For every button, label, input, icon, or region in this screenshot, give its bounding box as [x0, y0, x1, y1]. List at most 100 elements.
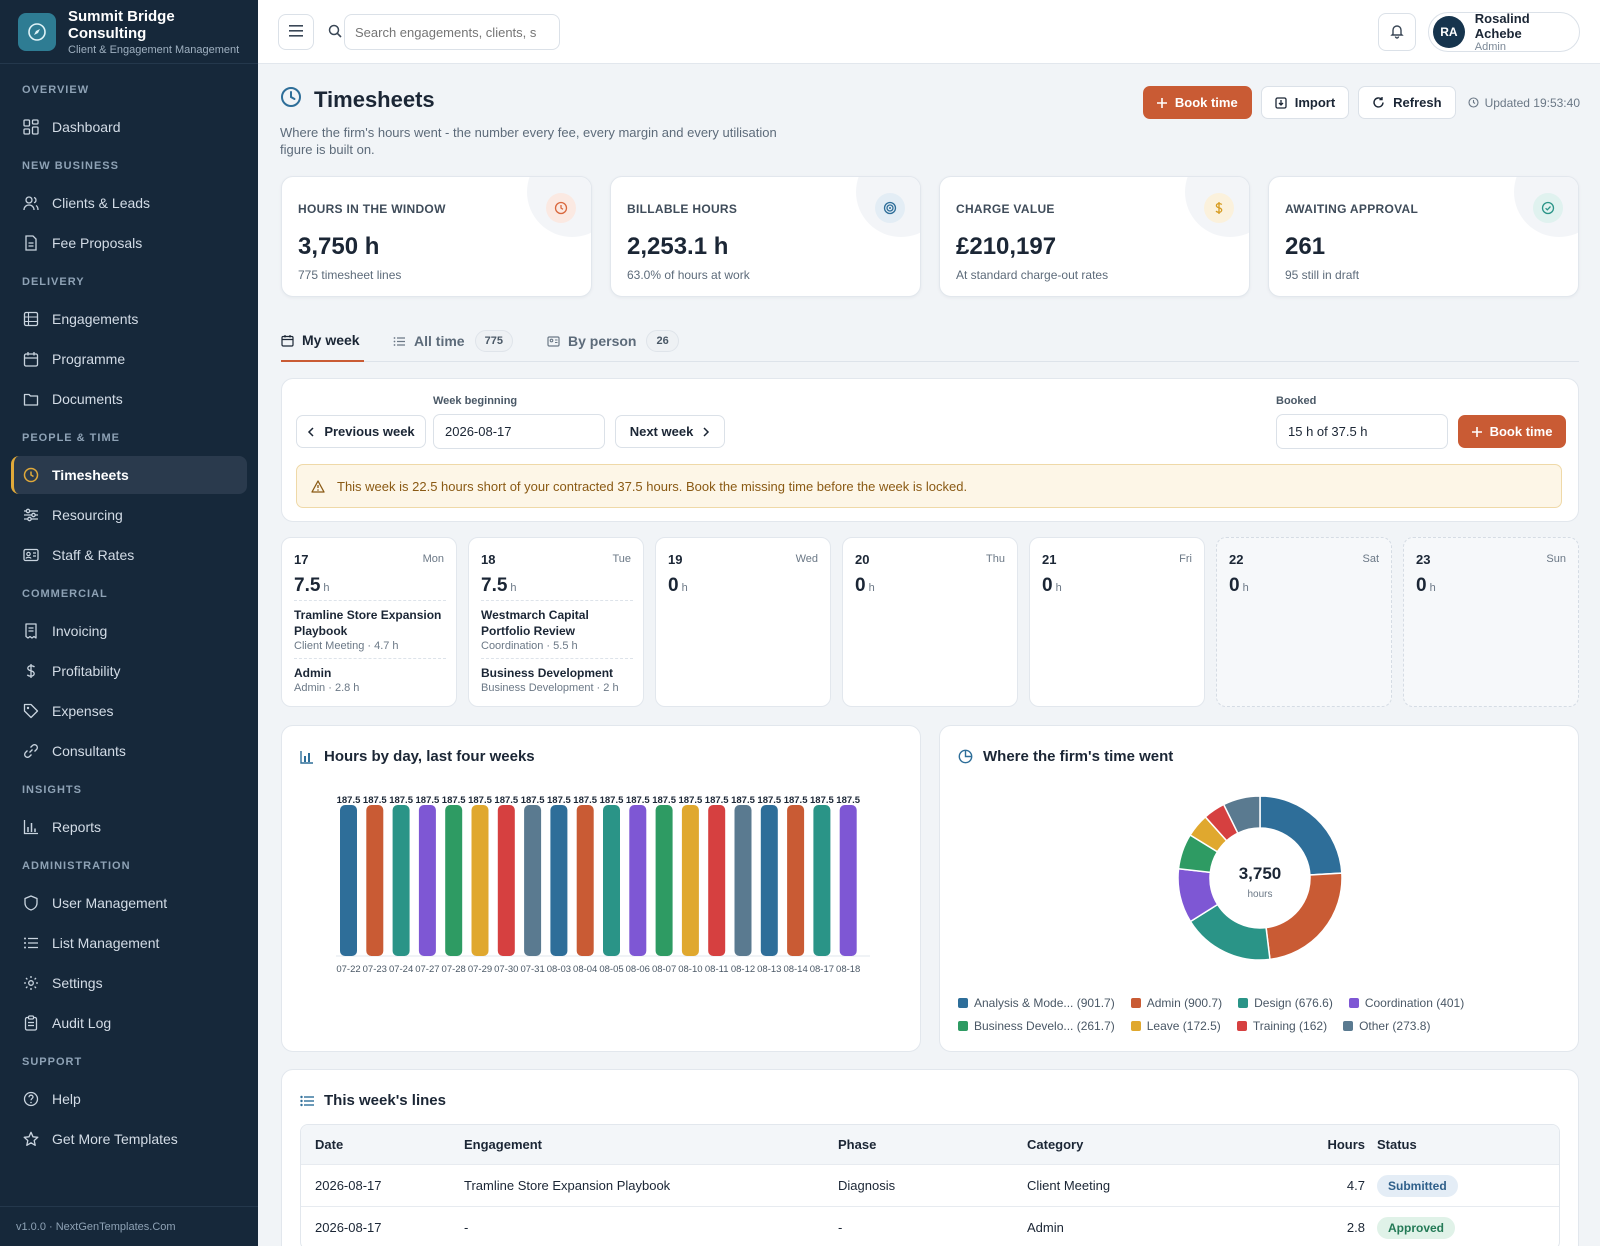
bar-07-22[interactable] — [340, 805, 357, 956]
nav-section-title: NEW BUSINESS — [22, 160, 119, 172]
book-time-week-button[interactable]: Book time — [1458, 415, 1566, 448]
legend-item[interactable]: Design (676.6) — [1238, 996, 1333, 1010]
tab-all-time[interactable]: All time 775 — [393, 320, 513, 362]
bar-07-30[interactable] — [497, 805, 515, 956]
sidebar-item-resourcing[interactable]: Resourcing — [11, 496, 247, 534]
column-header-hours[interactable]: Hours — [1327, 1137, 1365, 1152]
sidebar-item-programme[interactable]: Programme — [11, 340, 247, 378]
legend-item[interactable]: Analysis & Mode... (901.7) — [958, 996, 1115, 1010]
sidebar-item-consultants[interactable]: Consultants — [11, 732, 247, 770]
day-hours-value: 0 — [1229, 575, 1240, 596]
day-card-tue[interactable]: 18 Tue 7.5 h Westmarch Capital Portfolio Rev… — [468, 537, 644, 707]
bar-08-17[interactable] — [813, 805, 831, 956]
sidebar-item-reports[interactable]: Reports — [11, 808, 247, 846]
legend-item[interactable]: Training (162) — [1236, 1019, 1327, 1033]
user-menu[interactable]: RA Rosalind Achebe Admin — [1428, 11, 1580, 53]
legend-swatch — [1343, 1021, 1354, 1031]
bar-08-07[interactable] — [655, 805, 673, 956]
next-week-button[interactable]: Next week — [615, 415, 725, 448]
book-time-button[interactable]: Book time — [1142, 86, 1252, 119]
donut-slice-other[interactable] — [1222, 795, 1261, 835]
bar-08-04[interactable] — [576, 805, 594, 956]
bar-08-06[interactable] — [629, 805, 647, 956]
sidebar-item-settings[interactable]: Settings — [11, 964, 247, 1002]
refresh-button[interactable]: Refresh — [1358, 86, 1456, 119]
sidebar-item-label: Fee Proposals — [52, 235, 143, 251]
bar-07-23[interactable] — [366, 805, 384, 956]
sidebar-item-user-management[interactable]: User Management — [11, 884, 247, 922]
legend-label: Other (273.8) — [1359, 1019, 1431, 1033]
legend-item[interactable]: Leave (172.5) — [1130, 1019, 1221, 1033]
time-entry[interactable]: Business Development Business Development… — [481, 658, 633, 700]
sidebar-item-help[interactable]: Help — [11, 1080, 247, 1118]
sidebar-item-profitability[interactable]: Profitability — [11, 652, 247, 690]
bar-08-03[interactable] — [550, 805, 568, 956]
legend-item[interactable]: Admin (900.7) — [1130, 996, 1222, 1010]
bar-08-11[interactable] — [708, 805, 726, 956]
day-card-thu[interactable]: 20 Thu 0 h — [842, 537, 1018, 707]
bar-08-05[interactable] — [603, 805, 620, 956]
week-beginning-input[interactable] — [433, 414, 605, 449]
sidebar-item-clients-leads[interactable]: Clients & Leads — [11, 184, 247, 222]
sidebar-item-fee-proposals[interactable]: Fee Proposals — [11, 224, 247, 262]
column-header-engagement[interactable]: Engagement — [464, 1137, 543, 1152]
bar-08-12[interactable] — [734, 805, 752, 956]
donut-slice-admin[interactable] — [1265, 872, 1343, 961]
column-header-category[interactable]: Category — [1027, 1137, 1084, 1152]
bar-07-24[interactable] — [392, 805, 410, 956]
legend-item[interactable]: Other (273.8) — [1343, 1019, 1430, 1033]
sidebar-item-timesheets[interactable]: Timesheets — [11, 456, 247, 494]
time-split-title-text: Where the firm's time went — [983, 748, 1174, 765]
day-hours-value: 0 — [668, 575, 679, 596]
brand[interactable]: Summit Bridge Consulting Client & Engage… — [0, 0, 258, 64]
sidebar-item-audit-log[interactable]: Audit Log — [11, 1004, 247, 1042]
bar-chart-icon — [23, 819, 39, 835]
day-card-wed[interactable]: 19 Wed 0 h — [655, 537, 831, 707]
column-header-status[interactable]: Status — [1377, 1137, 1417, 1152]
sidebar-item-invoicing[interactable]: Invoicing — [11, 612, 247, 650]
column-header-phase[interactable]: Phase — [838, 1137, 877, 1152]
column-header-date[interactable]: Date — [315, 1137, 344, 1152]
cell-date: 2026-08-17 — [315, 1178, 382, 1193]
table-row[interactable]: 2026-08-17 Tramline Store Expansion Playb… — [301, 1165, 1559, 1207]
cell-category: Admin — [1027, 1220, 1064, 1235]
sidebar-item-dashboard[interactable]: Dashboard — [11, 108, 247, 146]
clock-icon — [546, 193, 576, 223]
search-input[interactable] — [344, 14, 560, 50]
bar-08-14[interactable] — [787, 805, 805, 956]
sidebar-item-get-more-templates[interactable]: Get More Templates — [11, 1120, 247, 1158]
import-button[interactable]: Import — [1260, 86, 1350, 119]
bar-07-29[interactable] — [471, 805, 489, 956]
bar-07-28[interactable] — [445, 805, 463, 956]
menu-toggle-button[interactable] — [278, 14, 314, 50]
time-entry[interactable]: Admin Admin · 2.8 h — [294, 658, 446, 700]
tab-by-person[interactable]: By person 26 — [547, 320, 679, 362]
sidebar-item-documents[interactable]: Documents — [11, 380, 247, 418]
day-card-sun[interactable]: 23 Sun 0 h — [1403, 537, 1579, 707]
day-hours-unit: h — [1055, 582, 1062, 594]
sidebar-item-staff-rates[interactable]: Staff & Rates — [11, 536, 247, 574]
bar-07-31[interactable] — [524, 805, 542, 956]
legend-item[interactable]: Business Develo... (261.7) — [958, 1019, 1115, 1033]
notifications-button[interactable] — [1378, 13, 1416, 51]
sidebar-item-expenses[interactable]: Expenses — [11, 692, 247, 730]
sidebar-item-list-management[interactable]: List Management — [11, 924, 247, 962]
bar-category-label: 07-23 — [363, 964, 387, 975]
tab-my-week[interactable]: My week — [281, 320, 364, 362]
sidebar-item-engagements[interactable]: Engagements — [11, 300, 247, 338]
bar-category-label: 07-30 — [494, 964, 518, 975]
time-entry[interactable]: Tramline Store Expansion Playbook Client … — [294, 600, 446, 658]
bar-07-27[interactable] — [418, 805, 436, 956]
day-card-fri[interactable]: 21 Fri 0 h — [1029, 537, 1205, 707]
time-entry[interactable]: Westmarch Capital Portfolio Review Coordi… — [481, 600, 633, 658]
cell-date: 2026-08-17 — [315, 1220, 382, 1235]
previous-week-button[interactable]: Previous week — [296, 415, 426, 448]
day-card-sat[interactable]: 22 Sat 0 h — [1216, 537, 1392, 707]
bar-08-13[interactable] — [760, 805, 778, 956]
bar-value-label: 187.5 — [521, 795, 545, 806]
bar-08-10[interactable] — [681, 805, 699, 956]
table-row[interactable]: 2026-08-17 - - Admin 2.8 Approved — [301, 1207, 1559, 1246]
bar-08-18[interactable] — [839, 805, 857, 956]
legend-item[interactable]: Coordination (401) — [1348, 996, 1464, 1010]
day-card-mon[interactable]: 17 Mon 7.5 h Tramline Store Expansion Playbo… — [281, 537, 457, 707]
